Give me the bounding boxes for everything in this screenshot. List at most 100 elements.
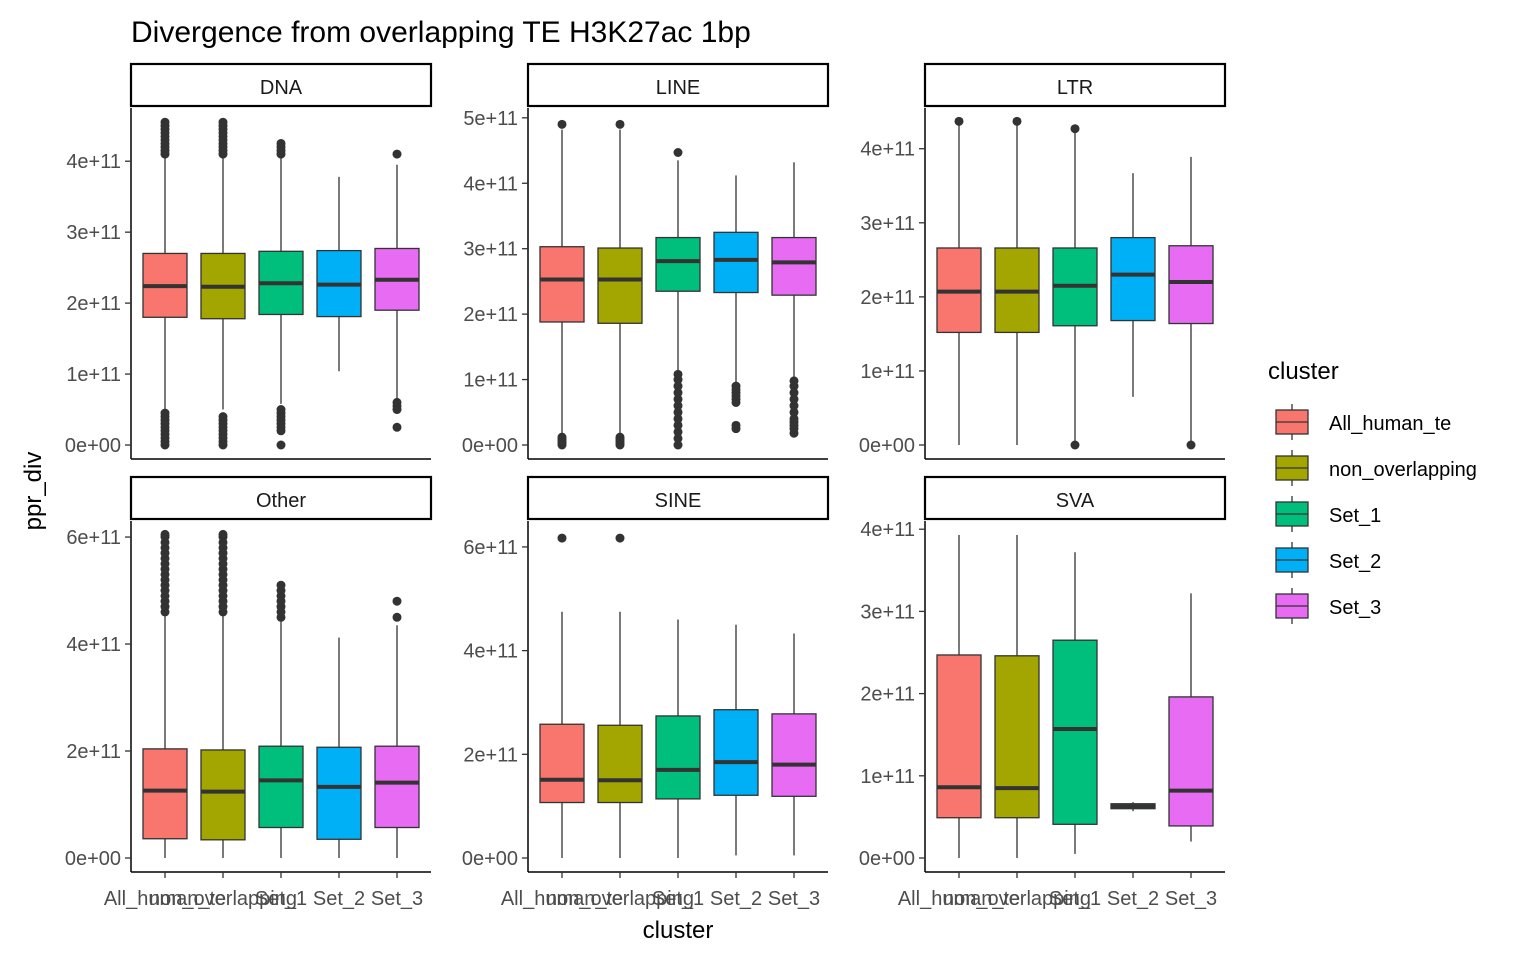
outlier-point xyxy=(160,529,170,539)
outlier-point xyxy=(392,612,402,622)
legend-item-label: Set_2 xyxy=(1329,551,1381,573)
box-iqr xyxy=(258,745,304,829)
box-set-3 xyxy=(374,149,420,432)
box-non-overlapping xyxy=(994,534,1040,858)
outlier-point xyxy=(218,529,228,539)
box-iqr xyxy=(142,748,188,840)
legend-item-label: non_overlapping xyxy=(1329,459,1477,481)
outlier-point xyxy=(954,116,964,126)
facet-panels: DNA 0e+00 1e+11 2e+11 3e+11 4e+11 LINE 0e+00 1e+… xyxy=(65,62,1227,910)
y-tick-label: 0e+00 xyxy=(859,848,915,870)
outlier-point xyxy=(731,420,741,430)
outlier-point xyxy=(1070,440,1080,450)
outlier-point xyxy=(392,149,402,159)
box-iqr xyxy=(539,723,585,804)
box-set-2 xyxy=(1110,802,1156,812)
box-iqr xyxy=(200,749,246,841)
box-all-human-te xyxy=(539,119,585,450)
box-non-overlapping xyxy=(994,116,1040,445)
x-tick-label: non_overlapping xyxy=(943,888,1091,910)
y-tick-label: 0e+00 xyxy=(859,435,915,457)
facet-strip xyxy=(923,62,1227,108)
outlier-point xyxy=(789,401,799,411)
box-set-1 xyxy=(258,580,304,858)
outlier-point xyxy=(789,376,799,386)
box-set-3 xyxy=(771,162,817,438)
box-iqr xyxy=(771,713,817,797)
outlier-point xyxy=(276,440,286,450)
outlier-point xyxy=(557,119,567,129)
box-set-1 xyxy=(655,619,701,858)
box-iqr xyxy=(539,246,585,323)
box-set-1 xyxy=(655,147,701,450)
outlier-point xyxy=(557,533,567,543)
facet-panel-dna: DNA 0e+00 1e+11 2e+11 3e+11 4e+11 xyxy=(65,62,433,460)
box-iqr xyxy=(316,746,362,840)
y-tick-label: 4e+11 xyxy=(860,519,915,541)
x-tick-label: Set_3 xyxy=(371,888,423,910)
legend-item-label: All_human_te xyxy=(1329,413,1451,435)
y-tick-label: 6e+11 xyxy=(463,537,518,559)
box-iqr xyxy=(713,231,759,294)
facet-panel-sva: SVA 0e+00 1e+11 2e+11 3e+11 4e+11 All_human_te… xyxy=(859,475,1227,910)
y-tick-label: 2e+11 xyxy=(860,287,915,309)
box-iqr xyxy=(994,655,1040,819)
outlier-point xyxy=(673,394,683,404)
box-iqr xyxy=(597,247,643,324)
box-iqr xyxy=(655,236,701,292)
facet-panel-sine: SINE 0e+00 2e+11 4e+11 6e+11 All_human_tenon_… xyxy=(462,475,830,910)
y-tick-label: 4e+11 xyxy=(66,151,121,173)
facet-panel-ltr: LTR 0e+00 1e+11 2e+11 3e+11 4e+11 xyxy=(859,62,1227,460)
outlier-point xyxy=(160,408,170,418)
y-tick-label: 3e+11 xyxy=(860,213,915,235)
x-axis-label: cluster xyxy=(643,917,714,944)
x-tick-label: Set_3 xyxy=(768,888,820,910)
y-tick-label: 1e+11 xyxy=(66,364,121,386)
outlier-point xyxy=(218,412,228,422)
outlier-point xyxy=(276,405,286,415)
outlier-point xyxy=(615,119,625,129)
x-tick-label: Set_1 xyxy=(652,888,704,910)
outlier-point xyxy=(1070,124,1080,134)
y-tick-label: 2e+11 xyxy=(463,744,518,766)
facet-strip xyxy=(129,62,433,108)
outlier-point xyxy=(673,388,683,398)
legend-item-label: Set_3 xyxy=(1329,597,1381,619)
y-tick-label: 3e+11 xyxy=(860,601,915,623)
outlier-point xyxy=(673,401,683,411)
y-tick-label: 4e+11 xyxy=(463,173,518,195)
legend-item-non-overlapping: non_overlapping xyxy=(1275,450,1477,486)
box-iqr xyxy=(655,715,701,800)
outlier-point xyxy=(392,397,402,407)
legend-item-set-1: Set_1 xyxy=(1275,496,1381,532)
outlier-point xyxy=(731,381,741,391)
y-tick-label: 0e+00 xyxy=(462,435,518,457)
outlier-point xyxy=(789,414,799,424)
outlier-point xyxy=(160,117,170,127)
outlier-point xyxy=(392,596,402,606)
box-iqr xyxy=(1110,236,1156,322)
outlier-point xyxy=(557,432,567,442)
y-tick-label: 2e+11 xyxy=(66,741,121,763)
outlier-point xyxy=(789,388,799,398)
y-tick-label: 1e+11 xyxy=(463,370,518,392)
y-tick-label: 4e+11 xyxy=(860,139,915,161)
outlier-point xyxy=(789,394,799,404)
outlier-point xyxy=(276,580,286,590)
outlier-point xyxy=(673,420,683,430)
x-tick-label: Set_1 xyxy=(255,888,307,910)
facet-strip xyxy=(129,475,433,521)
y-tick-label: 1e+11 xyxy=(860,766,915,788)
facet-strip-label: SVA xyxy=(1056,490,1095,512)
box-set-2 xyxy=(316,176,362,372)
y-tick-label: 4e+11 xyxy=(463,641,518,663)
outlier-point xyxy=(789,407,799,417)
facet-strip xyxy=(526,475,830,521)
outlier-point xyxy=(673,440,683,450)
y-tick-label: 3e+11 xyxy=(66,222,121,244)
legend-item-all-human-te: All_human_te xyxy=(1275,404,1451,440)
y-tick-label: 5e+11 xyxy=(463,108,518,130)
box-non-overlapping xyxy=(200,529,246,858)
y-tick-label: 0e+00 xyxy=(65,848,121,870)
outlier-point xyxy=(615,533,625,543)
